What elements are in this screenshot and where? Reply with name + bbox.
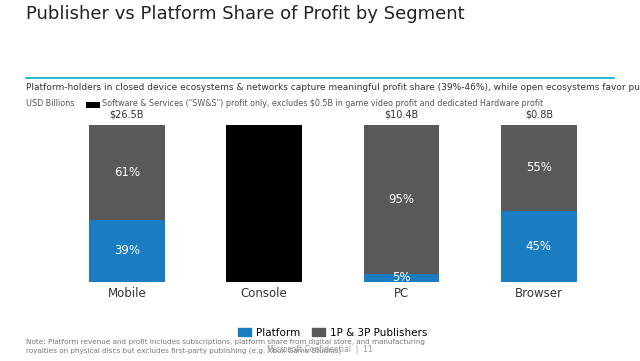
Text: 61%: 61% — [114, 166, 140, 179]
Bar — [501, 211, 577, 282]
Text: Note: Platform revenue and profit includes subscriptions, platform share from di: Note: Platform revenue and profit includ… — [26, 339, 424, 354]
Bar — [364, 125, 439, 274]
Text: 5%: 5% — [392, 271, 411, 284]
Bar — [364, 274, 439, 282]
Text: 55%: 55% — [526, 161, 552, 174]
Bar — [227, 125, 302, 282]
Text: $26.5B: $26.5B — [109, 110, 144, 120]
Text: 45%: 45% — [526, 240, 552, 253]
Text: Software & Services ("SW&S") profit only, excludes $0.5B in game video profit an: Software & Services ("SW&S") profit only… — [102, 99, 543, 108]
Legend: Platform, 1P & 3P Publishers: Platform, 1P & 3P Publishers — [238, 328, 428, 338]
Text: Platform-holders in closed device ecosystems & networks capture meaningful profi: Platform-holders in closed device ecosys… — [26, 83, 640, 92]
Bar — [501, 125, 577, 211]
Text: USD Billions: USD Billions — [26, 99, 74, 108]
Text: Publisher vs Platform Share of Profit by Segment: Publisher vs Platform Share of Profit by… — [26, 5, 464, 23]
Text: $0.8B: $0.8B — [525, 110, 553, 120]
Text: 39%: 39% — [114, 244, 140, 257]
Bar — [89, 125, 164, 220]
Text: $10.4B: $10.4B — [385, 110, 419, 120]
Text: Microsoft Confidential  |  11: Microsoft Confidential | 11 — [267, 345, 373, 354]
Text: 95%: 95% — [388, 193, 415, 206]
Bar — [89, 220, 164, 282]
